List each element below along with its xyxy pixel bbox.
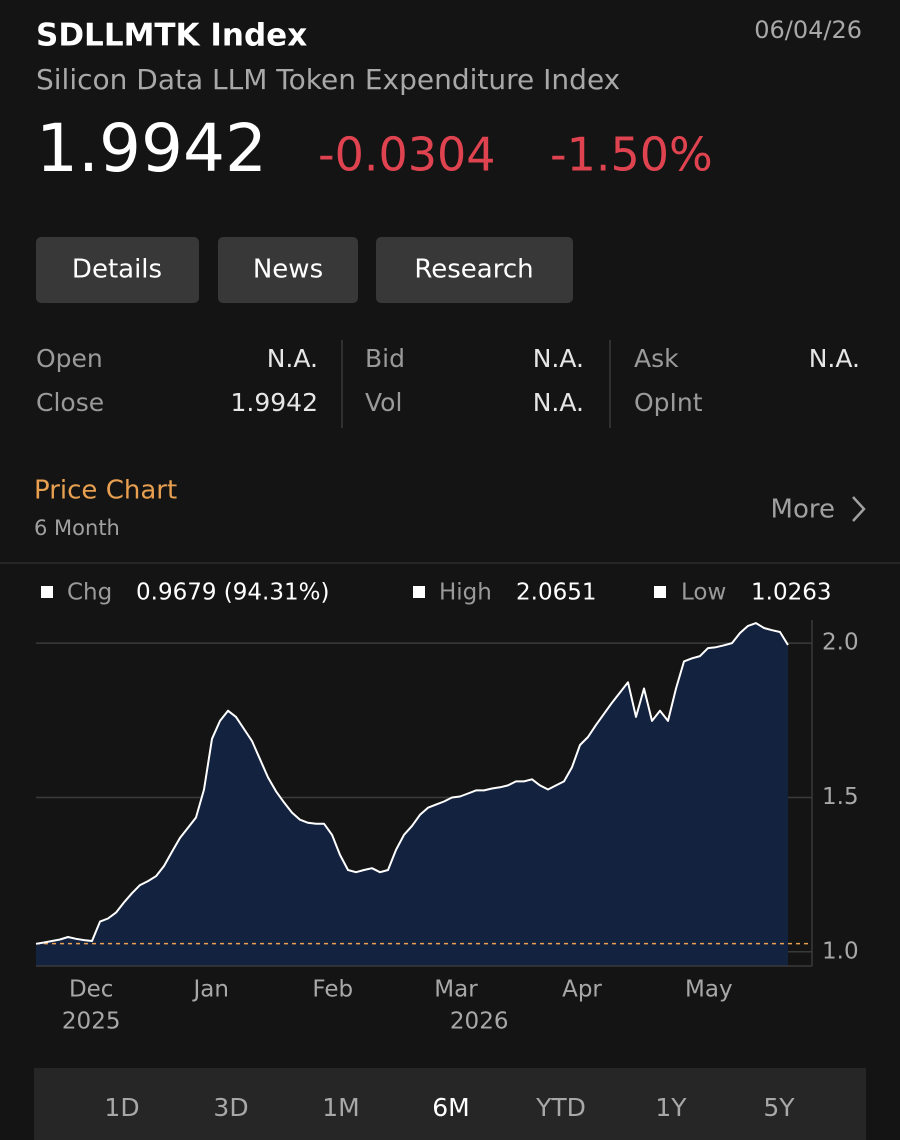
- symbol: SDLLMTK Index: [36, 18, 307, 54]
- x-year-label: 2025: [62, 1009, 121, 1035]
- index-name: Silicon Data LLM Token Expenditure Index: [36, 63, 620, 96]
- legend-marker: [41, 586, 53, 598]
- stat-label: Ask: [634, 344, 679, 373]
- section-subtitle: 6 Month: [34, 516, 120, 540]
- range-bar: [34, 1068, 866, 1140]
- price-line: [35, 622, 789, 945]
- tab-button[interactable]: [376, 237, 573, 303]
- section-title: Price Chart: [34, 476, 177, 506]
- legend-label: Chg: [67, 580, 112, 606]
- stat-value: N.A.: [809, 344, 860, 373]
- tab-label[interactable]: Research: [414, 255, 533, 285]
- y-tick-label: 2.0: [822, 630, 859, 656]
- range-button[interactable]: 3D: [213, 1093, 248, 1122]
- x-tick-label: Mar: [434, 977, 478, 1003]
- legend-value: 2.0651: [516, 580, 596, 606]
- stats: Open N.A. Close 1.9942 Bid N.A. Vol N.A. Ask N.A.…: [36, 344, 860, 417]
- range-selector: 1D 3D 1M 6M YTD 1Y 5Y: [104, 1093, 795, 1122]
- range-button[interactable]: 6M: [432, 1093, 469, 1122]
- price: 1.9942: [36, 110, 267, 187]
- y-tick-label: 1.5: [822, 784, 859, 810]
- legend-label: Low: [681, 580, 726, 606]
- stat-label: Bid: [365, 344, 405, 373]
- stat-value: N.A.: [533, 344, 584, 373]
- tab-label[interactable]: Details: [72, 255, 162, 285]
- stat-value: N.A.: [267, 344, 318, 373]
- more-link[interactable]: More: [771, 495, 835, 525]
- stat-label: Close: [36, 388, 104, 417]
- x-tick-label: Apr: [562, 977, 602, 1003]
- range-button[interactable]: 5Y: [763, 1093, 795, 1122]
- range-button[interactable]: 1D: [104, 1093, 139, 1122]
- stat-value: N.A.: [533, 388, 584, 417]
- change: -0.0304: [318, 128, 496, 182]
- x-tick-label: Jan: [191, 977, 228, 1003]
- chevron[interactable]: [852, 496, 866, 522]
- legend-value: 1.0263: [751, 580, 831, 606]
- tab-button[interactable]: [218, 237, 358, 303]
- change-percent: -1.50%: [550, 128, 713, 182]
- x-tick-label: Feb: [312, 977, 353, 1003]
- range-button[interactable]: 1M: [322, 1093, 359, 1122]
- legend-label: High: [439, 580, 492, 606]
- x-tick-label: May: [685, 977, 733, 1003]
- price-chart: 1.0 1.5 2.0 Dec Jan Feb Mar Apr May 2025 2026: [35, 620, 859, 1035]
- legend-value: 0.9679 (94.31%): [136, 580, 329, 606]
- legend-marker: [413, 586, 425, 598]
- date: 06/04/26: [754, 16, 862, 44]
- tab-label[interactable]: News: [253, 255, 323, 285]
- x-tick-label: Dec: [69, 977, 114, 1003]
- range-button[interactable]: YTD: [535, 1093, 586, 1122]
- x-year-label: 2026: [450, 1009, 509, 1035]
- tab-button[interactable]: [36, 237, 199, 303]
- y-tick-label: 1.0: [822, 938, 859, 964]
- stat-label: Open: [36, 344, 103, 373]
- stat-label: OpInt: [634, 388, 703, 417]
- stat-value: 1.9942: [231, 388, 318, 417]
- range-button[interactable]: 1Y: [655, 1093, 687, 1122]
- legend-marker: [654, 586, 666, 598]
- stat-label: Vol: [365, 388, 402, 417]
- area: [36, 623, 788, 966]
